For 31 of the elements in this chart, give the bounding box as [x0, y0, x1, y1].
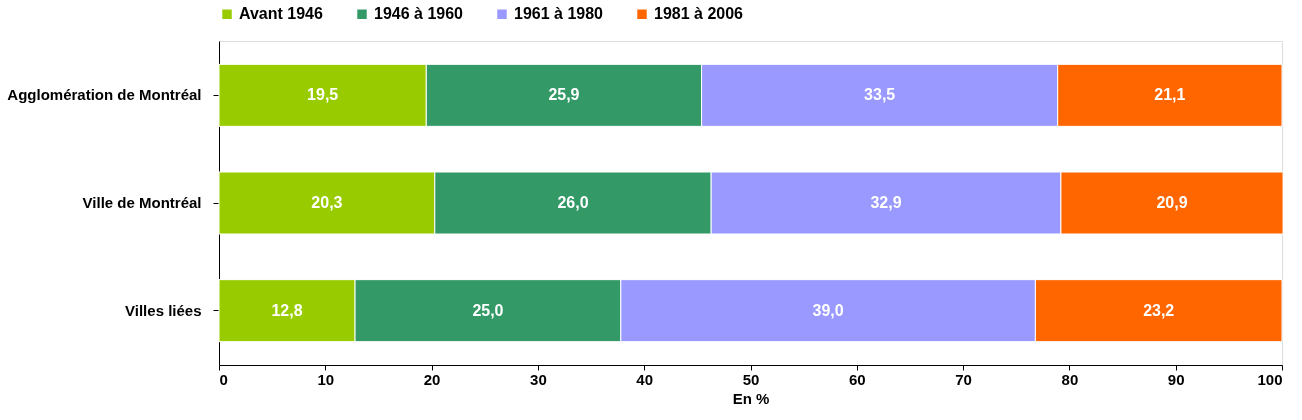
data-label: 20,3: [311, 194, 343, 211]
x-tick-label: 80: [1061, 370, 1079, 388]
y-tick-label: Agglomération de Montréal: [7, 86, 202, 104]
legend-label: 1961 à 1980: [514, 5, 604, 23]
data-label: 33,5: [864, 86, 896, 104]
x-axis-title: En %: [732, 389, 770, 407]
x-tick-label: 100: [1257, 370, 1283, 388]
data-label: 39,0: [812, 301, 844, 319]
x-tick-label: 40: [636, 370, 654, 388]
data-label: 19,5: [307, 86, 339, 104]
x-tick-label: 90: [1167, 370, 1185, 388]
x-tick-label: 60: [848, 370, 866, 388]
data-label: 26,0: [557, 194, 589, 211]
x-tick-label: 0: [219, 370, 228, 388]
data-label: 12,8: [271, 301, 303, 319]
x-tick-label: 50: [742, 370, 760, 388]
y-tick-label: Villes liées: [125, 301, 202, 319]
data-label: 23,2: [1143, 301, 1175, 319]
legend-label: 1946 à 1960: [374, 5, 464, 23]
data-label: 25,9: [548, 86, 580, 104]
x-tick-label: 70: [955, 370, 972, 388]
data-label: 25,0: [472, 301, 504, 319]
x-tick-label: 10: [317, 370, 335, 388]
legend-label: 1981 à 2006: [654, 5, 744, 23]
data-label: 32,9: [870, 194, 902, 211]
x-tick-label: 20: [423, 370, 441, 388]
x-tick-label: 30: [530, 370, 547, 388]
data-label: 21,1: [1154, 86, 1186, 104]
y-tick-label: Ville de Montréal: [82, 194, 202, 211]
legend-label: Avant 1946: [239, 5, 323, 23]
data-label: 20,9: [1156, 194, 1188, 211]
